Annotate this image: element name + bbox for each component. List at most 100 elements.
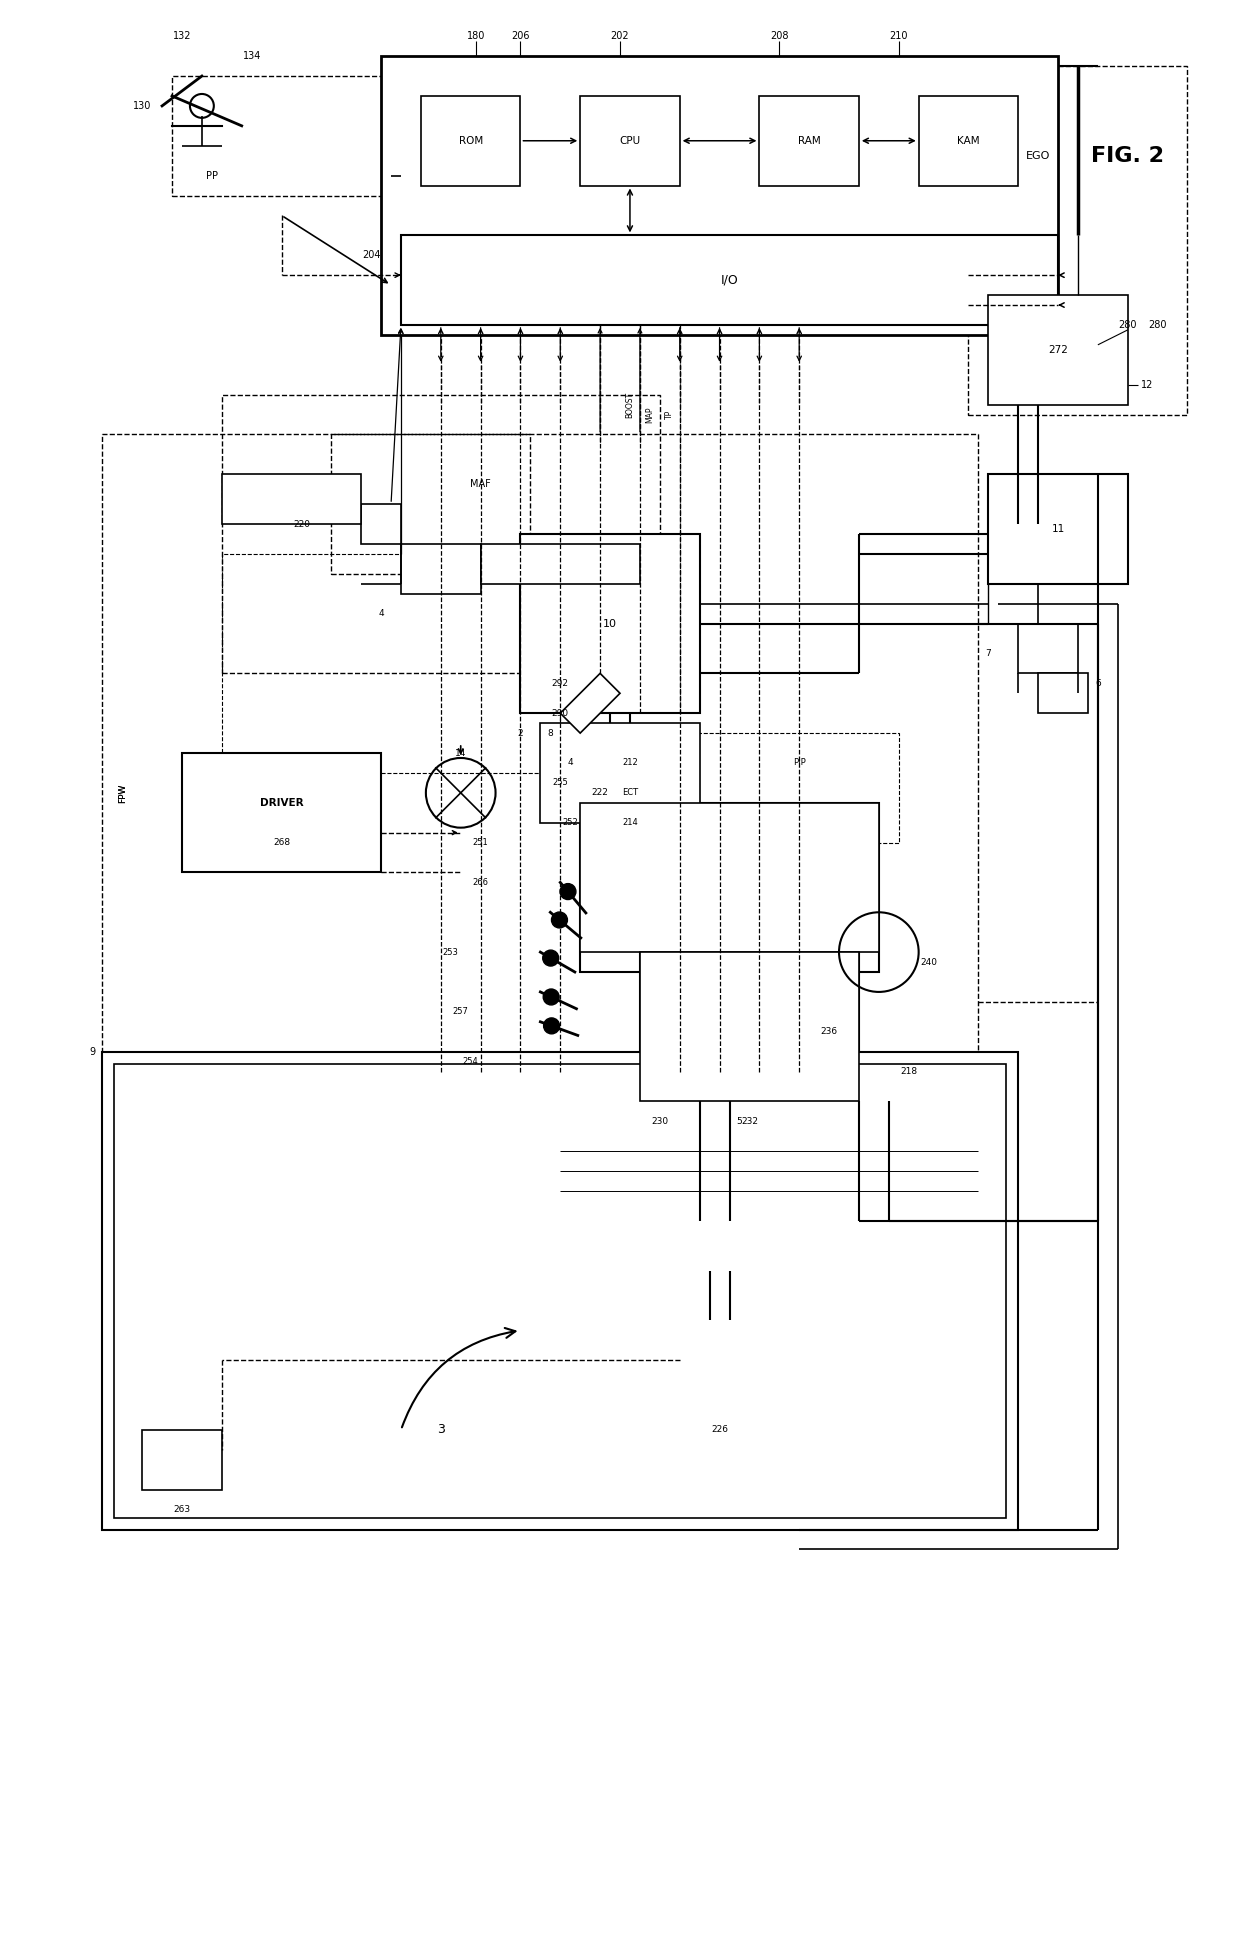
Text: EGO: EGO: [1025, 150, 1050, 160]
Text: 180: 180: [466, 31, 485, 41]
Bar: [1038, 673, 1087, 712]
Text: 236: 236: [821, 1027, 838, 1037]
Text: FIG. 2: FIG. 2: [1091, 146, 1164, 166]
Text: 11: 11: [1052, 523, 1065, 535]
Bar: [222, 474, 361, 523]
Text: 2: 2: [517, 728, 523, 738]
Text: 10: 10: [603, 619, 618, 629]
Text: 8: 8: [547, 728, 553, 738]
Text: 208: 208: [770, 31, 789, 41]
Text: 220: 220: [293, 519, 310, 529]
Bar: [401, 236, 1058, 324]
Text: FPW: FPW: [118, 783, 126, 802]
Bar: [114, 1064, 1007, 1517]
Bar: [361, 504, 401, 545]
Text: CPU: CPU: [620, 137, 641, 146]
Text: 214: 214: [622, 818, 637, 828]
Text: 202: 202: [610, 31, 630, 41]
Text: PIP: PIP: [792, 759, 806, 767]
Bar: [919, 96, 1018, 185]
Bar: [640, 953, 859, 1101]
Text: 253: 253: [443, 947, 459, 956]
Bar: [541, 722, 699, 822]
Bar: [580, 802, 879, 972]
Text: 6: 6: [1095, 679, 1101, 687]
Text: BOOST: BOOST: [625, 392, 635, 418]
Text: 9: 9: [89, 1046, 95, 1056]
Bar: [1018, 623, 1078, 673]
Text: MAF: MAF: [470, 478, 491, 490]
Bar: [600, 734, 899, 843]
Bar: [143, 1431, 222, 1489]
Polygon shape: [560, 673, 620, 734]
Bar: [521, 535, 699, 712]
Circle shape: [552, 912, 568, 927]
Circle shape: [543, 990, 559, 1005]
Text: 272: 272: [1048, 346, 1068, 355]
Text: ECT: ECT: [622, 789, 639, 796]
Bar: [331, 435, 531, 574]
Text: 204: 204: [362, 250, 381, 260]
Text: 7: 7: [986, 648, 991, 658]
Bar: [381, 57, 1058, 336]
Bar: [988, 474, 1127, 584]
Bar: [222, 554, 560, 773]
Text: 240: 240: [920, 958, 937, 966]
Text: 280: 280: [1118, 320, 1137, 330]
Bar: [680, 1320, 759, 1390]
Text: FPW: FPW: [118, 783, 126, 802]
Text: 268: 268: [273, 837, 290, 847]
Text: 232: 232: [742, 1117, 758, 1126]
Text: 218: 218: [900, 1068, 918, 1076]
Text: I/O: I/O: [720, 273, 738, 287]
Bar: [640, 953, 859, 1101]
Bar: [401, 545, 481, 593]
Text: 266: 266: [472, 878, 489, 886]
Text: 257: 257: [453, 1007, 469, 1017]
Bar: [580, 802, 879, 953]
Text: 132: 132: [172, 31, 191, 41]
Text: 222: 222: [591, 789, 609, 796]
Text: ROM: ROM: [459, 137, 482, 146]
Bar: [481, 545, 640, 584]
Bar: [580, 802, 879, 953]
Text: 252: 252: [563, 818, 578, 828]
Text: 226: 226: [711, 1425, 728, 1435]
Text: 12: 12: [1142, 379, 1153, 390]
Bar: [222, 394, 660, 673]
Text: 230: 230: [651, 1117, 668, 1126]
Bar: [172, 76, 391, 195]
Bar: [541, 722, 699, 822]
Bar: [988, 295, 1127, 404]
Bar: [182, 753, 381, 873]
Text: 212: 212: [622, 759, 637, 767]
Circle shape: [560, 884, 575, 900]
Bar: [580, 96, 680, 185]
Text: TP: TP: [666, 410, 675, 420]
Text: 290: 290: [552, 709, 569, 718]
Text: 292: 292: [552, 679, 569, 687]
Text: 280: 280: [1148, 320, 1167, 330]
Bar: [401, 545, 481, 593]
Bar: [640, 953, 859, 1101]
Text: 251: 251: [472, 837, 489, 847]
Bar: [222, 474, 361, 523]
Text: RAM: RAM: [797, 137, 821, 146]
Text: DRIVER: DRIVER: [259, 798, 304, 808]
Circle shape: [543, 1017, 559, 1035]
Text: KAM: KAM: [957, 137, 980, 146]
Text: PP: PP: [206, 170, 218, 182]
Text: 14: 14: [455, 748, 466, 757]
FancyBboxPatch shape: [546, 1056, 993, 1245]
Bar: [481, 545, 640, 584]
Text: 254: 254: [463, 1058, 479, 1066]
Circle shape: [543, 951, 559, 966]
Text: 5: 5: [737, 1117, 743, 1126]
Text: 263: 263: [174, 1505, 191, 1515]
Bar: [103, 435, 978, 1072]
Text: 134: 134: [243, 51, 260, 61]
Text: 255: 255: [552, 779, 568, 787]
Text: 206: 206: [511, 31, 529, 41]
Text: 4: 4: [568, 759, 573, 767]
Text: MAP: MAP: [645, 406, 655, 424]
